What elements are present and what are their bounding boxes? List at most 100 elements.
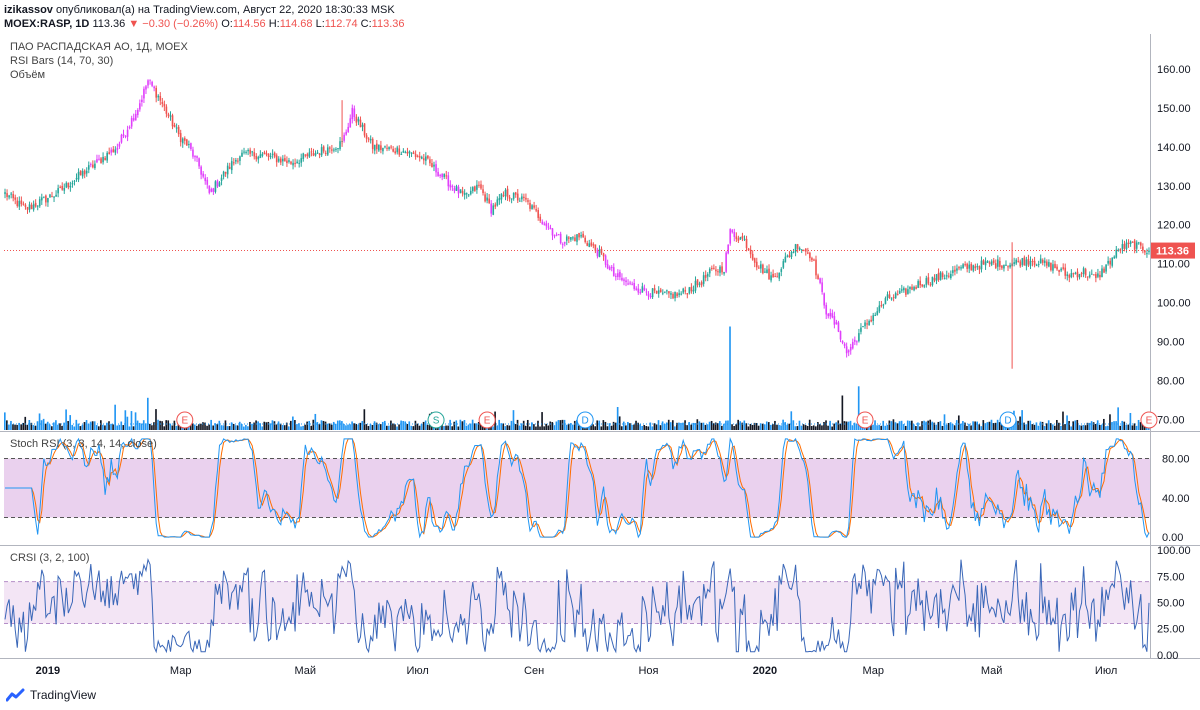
volume-bar — [118, 424, 121, 430]
candle-body — [909, 286, 911, 290]
volume-bar — [808, 419, 811, 430]
candle-body — [870, 319, 872, 322]
candle-body — [1115, 249, 1118, 258]
candle-body — [1078, 274, 1081, 278]
candle-body — [1017, 260, 1020, 262]
volume-bar — [620, 426, 623, 430]
volume-bar — [165, 420, 168, 430]
high-value: 114.68 — [279, 18, 313, 30]
candle-body — [684, 290, 687, 292]
volume-bar — [471, 419, 474, 430]
volume-bar — [198, 424, 200, 430]
candle-body — [202, 173, 204, 177]
candle-body — [12, 194, 15, 199]
candle-body — [698, 283, 701, 285]
candle-body — [510, 198, 513, 200]
volume-bar — [504, 426, 507, 430]
volume-bar — [426, 424, 429, 430]
volume-bar — [902, 424, 905, 430]
volume-bar — [14, 424, 16, 430]
candle-body — [357, 118, 360, 122]
candle-body — [670, 293, 672, 295]
volume-bar — [949, 422, 952, 430]
volume-bar — [1021, 410, 1023, 430]
volume-bar — [106, 422, 108, 430]
volume-bar — [635, 420, 637, 430]
time-tick-label: Ноя — [638, 665, 658, 677]
candle-body — [96, 159, 98, 163]
candle-body — [431, 163, 433, 168]
candle-body — [849, 346, 852, 351]
candle-body — [153, 86, 155, 89]
volume-bar — [921, 421, 923, 430]
volume-bar — [855, 424, 858, 430]
candle-body — [696, 279, 699, 286]
stoch-tick-label: 40.00 — [1162, 493, 1190, 505]
candle-body — [45, 195, 47, 203]
volume-bar — [894, 422, 897, 430]
candle-body — [34, 202, 37, 207]
volume-bar — [520, 423, 523, 430]
candle-body — [235, 159, 237, 162]
volume-bar — [59, 423, 61, 430]
candle-body — [935, 274, 938, 281]
candle-body — [690, 286, 693, 292]
volume-bar — [573, 420, 576, 430]
candle-body — [1062, 267, 1064, 269]
volume-bar — [1090, 421, 1093, 430]
candle-body — [623, 279, 625, 281]
volume-bar — [741, 422, 744, 430]
volume-bar — [65, 409, 67, 430]
volume-bar — [680, 422, 682, 430]
volume-bar — [784, 422, 786, 430]
volume-bar — [285, 422, 288, 430]
candle-body — [602, 253, 605, 257]
crsi-tick-label: 25.00 — [1157, 624, 1185, 636]
candle-body — [132, 118, 135, 121]
candle-body — [232, 162, 235, 164]
candle-body — [884, 298, 887, 305]
candle-body — [333, 149, 335, 151]
candle-body — [87, 165, 90, 170]
candle-body — [633, 282, 636, 289]
candle-body — [821, 282, 823, 292]
price-tick-label: 130.00 — [1157, 181, 1191, 193]
candle-body — [57, 188, 59, 194]
candle-body — [192, 149, 194, 157]
candle-body — [755, 261, 758, 268]
volume-bar — [710, 420, 713, 430]
volume-bar — [567, 423, 570, 430]
candle-body — [314, 153, 317, 156]
volume-bar — [349, 424, 351, 430]
candle-body — [449, 184, 452, 188]
volume-bar — [95, 425, 98, 430]
candle-body — [1144, 250, 1146, 253]
tradingview-logo[interactable]: TradingView — [6, 688, 96, 702]
candle-body — [657, 290, 660, 294]
candle-body — [980, 260, 983, 270]
volume-bar — [136, 420, 139, 430]
price-tick-label: 100.00 — [1157, 298, 1191, 310]
price-tick-label: 120.00 — [1157, 220, 1191, 232]
candle-body — [1039, 258, 1042, 264]
candle-body — [866, 323, 868, 325]
volume-bar — [843, 421, 846, 430]
volume-bar — [898, 421, 901, 430]
price-change: −0.30 (−0.26%) — [142, 18, 219, 30]
candle-body — [735, 236, 738, 240]
candle-body — [762, 264, 764, 274]
candle-body — [835, 322, 838, 325]
volume-bar — [994, 422, 997, 430]
volume-bar — [618, 416, 621, 430]
candle-body — [860, 327, 862, 332]
candle-body — [461, 190, 464, 194]
candle-body — [678, 293, 680, 295]
candle-body — [553, 235, 556, 237]
volume-bar — [459, 419, 462, 430]
candle-body — [486, 197, 488, 201]
candle-body — [378, 144, 380, 151]
candle-body — [760, 264, 762, 269]
volume-bar — [149, 423, 151, 430]
candle-body — [525, 197, 527, 200]
